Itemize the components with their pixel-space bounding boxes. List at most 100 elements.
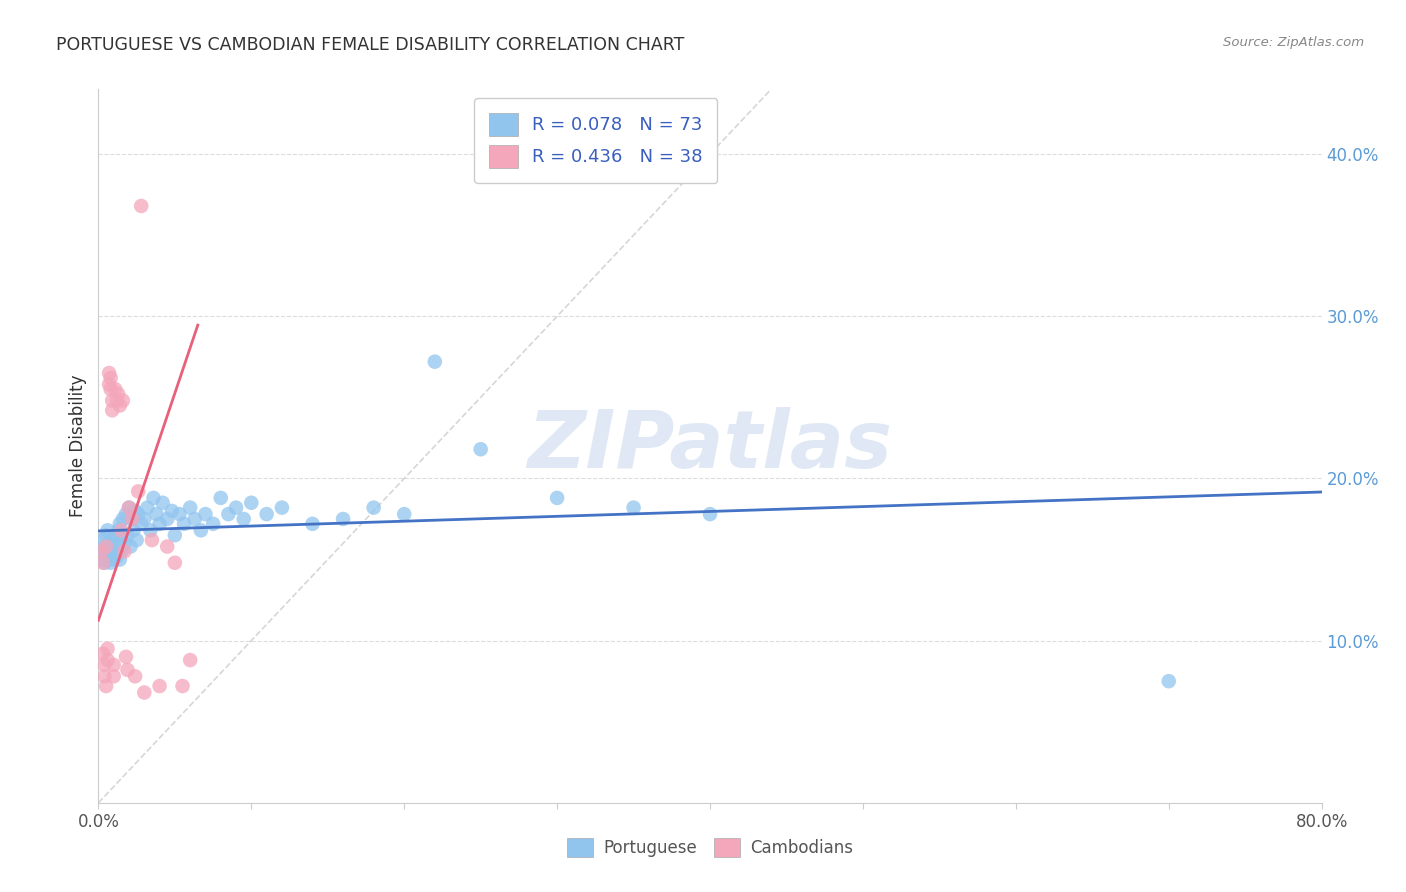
Text: ZIPatlas: ZIPatlas (527, 407, 893, 485)
Point (98, 552, 121, 566)
Point (142, 491, 165, 505)
Point (256, 507, 278, 521)
Point (134, 512, 156, 526)
Point (179, 500, 201, 515)
Point (202, 516, 225, 531)
Point (163, 528, 186, 542)
Point (100, 371, 122, 385)
Legend: Portuguese, Cambodians: Portuguese, Cambodians (558, 830, 862, 866)
Point (101, 393, 124, 408)
Point (111, 512, 134, 526)
Point (149, 679, 172, 693)
Point (105, 549, 128, 564)
Point (91, 552, 114, 566)
Point (108, 552, 131, 566)
Point (98, 536, 121, 550)
Point (93, 540, 115, 554)
Point (117, 528, 139, 542)
Point (121, 512, 143, 526)
Point (90, 544, 112, 558)
Point (103, 669, 125, 683)
Y-axis label: Female Disability: Female Disability (69, 375, 87, 517)
Point (117, 663, 139, 677)
Point (115, 507, 138, 521)
Point (225, 500, 247, 515)
Point (134, 685, 156, 699)
Point (101, 540, 124, 554)
Point (149, 516, 172, 531)
Point (103, 657, 125, 672)
Point (470, 442, 492, 457)
Point (107, 387, 129, 401)
Point (136, 500, 159, 515)
Point (190, 524, 212, 538)
Point (93, 657, 115, 672)
Point (363, 500, 385, 515)
Point (97, 524, 120, 538)
Point (145, 507, 167, 521)
Point (139, 524, 162, 538)
Point (91, 647, 114, 661)
Point (184, 512, 207, 526)
Point (124, 669, 146, 683)
Point (107, 544, 129, 558)
Point (301, 516, 323, 531)
Point (118, 500, 141, 515)
Point (129, 199, 152, 213)
Point (127, 507, 149, 521)
Point (122, 524, 145, 538)
Point (179, 653, 201, 667)
Point (97, 544, 120, 558)
Point (104, 528, 127, 542)
Point (100, 544, 122, 558)
Point (97, 653, 120, 667)
Point (270, 500, 292, 515)
Point (94, 528, 117, 542)
Text: PORTUGUESE VS CAMBODIAN FEMALE DISABILITY CORRELATION CHART: PORTUGUESE VS CAMBODIAN FEMALE DISABILIT… (56, 36, 685, 54)
Point (172, 679, 194, 693)
Point (209, 491, 232, 505)
Text: Source: ZipAtlas.com: Source: ZipAtlas.com (1223, 36, 1364, 49)
Point (160, 504, 183, 518)
Point (194, 507, 217, 521)
Point (108, 399, 131, 413)
Point (107, 524, 129, 538)
Point (125, 533, 148, 547)
Point (120, 540, 142, 554)
Point (156, 540, 179, 554)
Point (105, 393, 128, 408)
Point (98, 366, 121, 380)
Point (1157, 674, 1180, 689)
Point (91, 533, 114, 547)
Point (173, 516, 195, 531)
Point (623, 500, 645, 515)
Point (93, 556, 115, 570)
Point (699, 507, 721, 521)
Point (91, 556, 114, 570)
Point (110, 528, 132, 542)
Point (112, 544, 135, 558)
Point (108, 516, 131, 531)
Point (110, 544, 132, 558)
Point (94, 549, 117, 564)
Point (97, 641, 120, 656)
Point (101, 533, 124, 547)
Point (98, 377, 121, 392)
Point (332, 512, 354, 526)
Point (152, 496, 174, 510)
Point (103, 544, 125, 558)
Point (141, 533, 163, 547)
Point (124, 504, 146, 518)
Point (392, 507, 416, 521)
Point (129, 516, 152, 531)
Point (100, 556, 122, 570)
Point (103, 552, 125, 566)
Point (156, 512, 179, 526)
Point (217, 507, 239, 521)
Point (112, 536, 135, 550)
Point (90, 544, 112, 558)
Point (169, 507, 191, 521)
Point (546, 491, 568, 505)
Point (121, 512, 143, 526)
Point (93, 669, 115, 683)
